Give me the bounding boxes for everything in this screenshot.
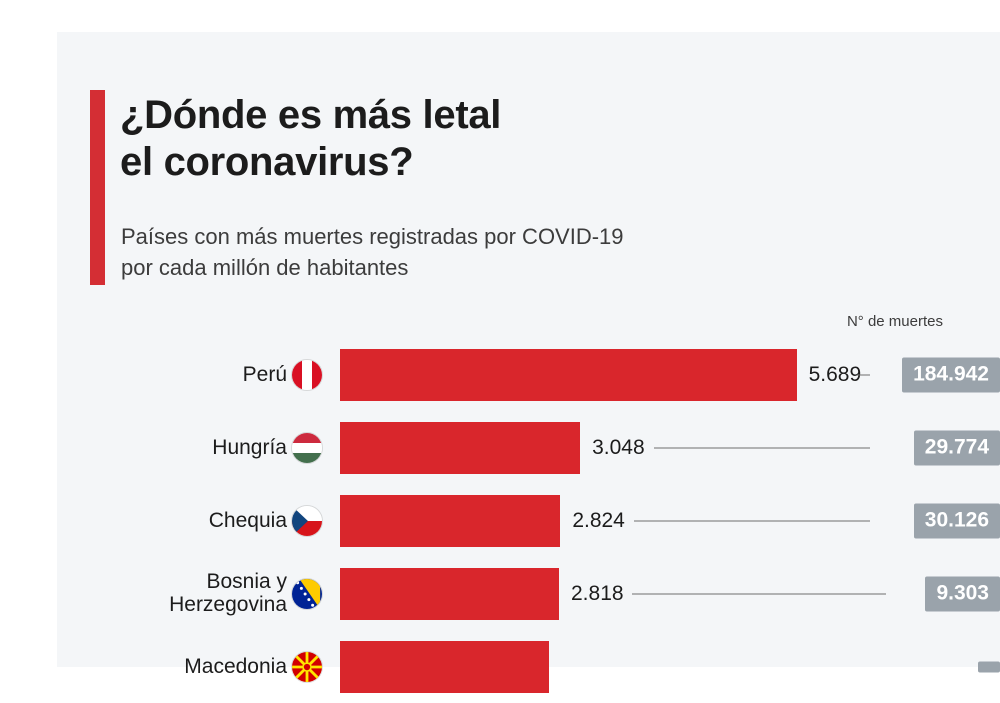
leader-line — [631, 593, 886, 594]
bar-chart: Perú 5.689 184.942 Hungría — [57, 338, 1000, 703]
row-label-line1: Hungría — [212, 435, 287, 459]
bar-fill — [340, 567, 560, 620]
page-subtitle-line1: Países con más muertes registradas por C… — [121, 224, 624, 249]
bar-track: 2.818 9.303 — [340, 567, 1000, 620]
title-accent-bar — [90, 90, 105, 285]
flag-peru-icon — [291, 358, 323, 391]
page-subtitle: Países con más muertes registradas por C… — [121, 222, 841, 284]
table-row: Hungría 3.048 29.774 — [57, 411, 1000, 484]
status-badge: 30.126 — [913, 503, 1000, 538]
table-row: Bosnia y Herzegovina — [57, 557, 1000, 630]
row-label: Chequia — [27, 509, 287, 533]
leader-line — [856, 374, 870, 375]
flag-bosnia-icon — [291, 577, 323, 610]
row-label: Bosnia y Herzegovina — [27, 570, 287, 618]
status-badge: 29.774 — [913, 430, 1000, 465]
row-label-line1: Perú — [242, 362, 287, 386]
deaths-column-header: N° de muertes — [846, 313, 943, 330]
bar-fill — [340, 494, 561, 547]
leader-line — [653, 447, 870, 448]
flag-hungary-icon — [291, 431, 323, 464]
status-badge: 184.942 — [902, 357, 1000, 392]
bar-value-label: 5.689 — [808, 362, 862, 386]
status-badge: 9.303 — [925, 576, 1000, 611]
page-title-line1: ¿Dónde es más letal — [120, 93, 502, 137]
row-label: Hungría — [27, 436, 287, 460]
bar-fill — [340, 348, 797, 401]
bar-track: 3.048 29.774 — [340, 421, 1000, 474]
bar-value-label: 2.824 — [572, 508, 625, 532]
table-row: Chequia 2.824 30.126 — [57, 484, 1000, 557]
row-label-line1: Bosnia y — [206, 569, 287, 593]
row-label: Perú — [27, 363, 287, 387]
bar-fill — [340, 421, 580, 474]
bar-track: 2.824 30.126 — [340, 494, 1000, 547]
row-label-line2: Herzegovina — [169, 593, 287, 617]
page-title: ¿Dónde es más letal el coronavirus? — [120, 92, 760, 186]
infographic-page: ¿Dónde es más letal el coronavirus? País… — [57, 32, 1000, 693]
bar-value-label: 3.048 — [592, 435, 645, 459]
page-title-line2: el coronavirus? — [120, 140, 414, 185]
page-subtitle-line2: por cada millón de habitantes — [121, 254, 409, 280]
row-label-line1: Chequia — [208, 508, 287, 532]
leader-line — [633, 520, 870, 521]
flag-czechia-icon — [291, 504, 323, 537]
bar-value-label: 2.818 — [571, 581, 624, 605]
table-row: Perú 5.689 184.942 — [57, 338, 1000, 411]
bar-track: 5.689 184.942 — [340, 348, 1000, 401]
